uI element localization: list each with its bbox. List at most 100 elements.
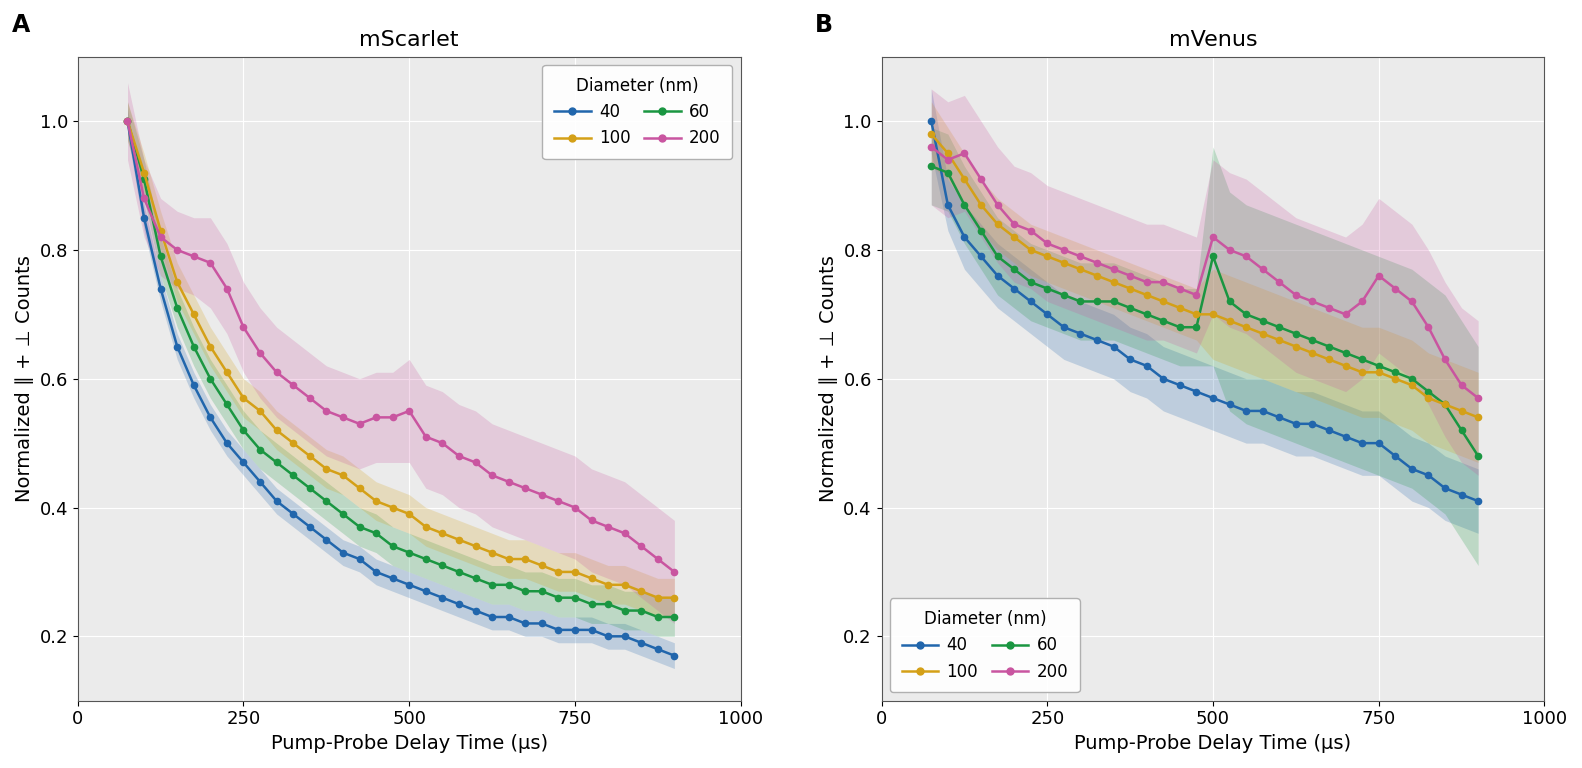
60 — [1153, 316, 1172, 326]
60 — [598, 600, 617, 609]
200 — [1137, 277, 1156, 286]
100 — [184, 310, 202, 319]
200 — [598, 522, 617, 531]
200 — [1304, 297, 1323, 306]
200 — [500, 477, 519, 486]
100 — [1022, 245, 1041, 254]
60 — [301, 484, 320, 493]
40 — [1452, 490, 1471, 499]
100 — [1319, 355, 1338, 364]
40 — [1435, 484, 1454, 493]
200 — [350, 419, 369, 429]
100 — [201, 342, 220, 351]
60 — [449, 568, 468, 577]
40 — [938, 200, 957, 210]
100 — [532, 561, 551, 570]
40 — [234, 458, 253, 467]
40 — [119, 117, 138, 126]
60 — [1468, 452, 1487, 461]
Y-axis label: Normalized ∥ + ⊥ Counts: Normalized ∥ + ⊥ Counts — [819, 255, 838, 502]
100 — [483, 548, 501, 558]
100 — [516, 554, 535, 564]
40 — [649, 644, 668, 654]
200 — [1237, 252, 1256, 261]
60 — [989, 252, 1008, 261]
100 — [1402, 381, 1421, 390]
40 — [532, 619, 551, 628]
200 — [201, 258, 220, 267]
200 — [134, 194, 153, 203]
60 — [383, 541, 402, 551]
60 — [615, 606, 634, 615]
100 — [449, 535, 468, 545]
60 — [1402, 374, 1421, 383]
100 — [598, 580, 617, 589]
60 — [565, 593, 584, 602]
100 — [400, 509, 419, 518]
40 — [922, 117, 941, 126]
100 — [1005, 233, 1024, 242]
100 — [1204, 310, 1223, 319]
100 — [267, 425, 286, 435]
60 — [649, 612, 668, 621]
40 — [250, 477, 269, 486]
40 — [1468, 496, 1487, 505]
60 — [1386, 368, 1405, 377]
200 — [615, 528, 634, 538]
100 — [1087, 271, 1106, 280]
Y-axis label: Normalized ∥ + ⊥ Counts: Normalized ∥ + ⊥ Counts — [14, 255, 33, 502]
100 — [971, 200, 990, 210]
60 — [500, 580, 519, 589]
100 — [416, 522, 435, 531]
100 — [1237, 323, 1256, 332]
100 — [1270, 336, 1289, 345]
Line: 100: 100 — [929, 131, 1481, 421]
200 — [516, 484, 535, 493]
200 — [119, 117, 138, 126]
Line: 40: 40 — [125, 118, 677, 659]
100 — [956, 174, 975, 184]
60 — [316, 496, 335, 505]
200 — [1038, 239, 1057, 248]
40 — [267, 496, 286, 505]
200 — [433, 439, 452, 448]
100 — [334, 471, 353, 480]
Text: B: B — [815, 13, 834, 38]
100 — [383, 503, 402, 512]
100 — [152, 226, 171, 235]
40 — [383, 574, 402, 583]
100 — [1153, 297, 1172, 306]
100 — [1104, 277, 1123, 286]
40 — [1071, 329, 1090, 338]
60 — [1286, 329, 1305, 338]
40 — [565, 625, 584, 634]
100 — [1071, 265, 1090, 274]
100 — [168, 277, 187, 286]
40 — [1270, 412, 1289, 422]
40 — [467, 606, 486, 615]
200 — [565, 503, 584, 512]
200 — [1087, 258, 1106, 267]
200 — [956, 149, 975, 158]
100 — [367, 496, 386, 505]
60 — [1253, 316, 1272, 326]
100 — [1337, 361, 1356, 370]
60 — [367, 528, 386, 538]
Line: 200: 200 — [125, 118, 677, 575]
60 — [1270, 323, 1289, 332]
100 — [631, 587, 650, 596]
100 — [500, 554, 519, 564]
200 — [1120, 271, 1139, 280]
100 — [119, 117, 138, 126]
200 — [367, 412, 386, 422]
60 — [582, 600, 601, 609]
60 — [1353, 355, 1372, 364]
100 — [283, 439, 302, 448]
Legend: 40, 100, 60, 200: 40, 100, 60, 200 — [891, 598, 1081, 693]
200 — [1452, 381, 1471, 390]
100 — [316, 465, 335, 474]
100 — [1370, 368, 1389, 377]
200 — [1370, 271, 1389, 280]
40 — [316, 535, 335, 545]
40 — [1153, 374, 1172, 383]
